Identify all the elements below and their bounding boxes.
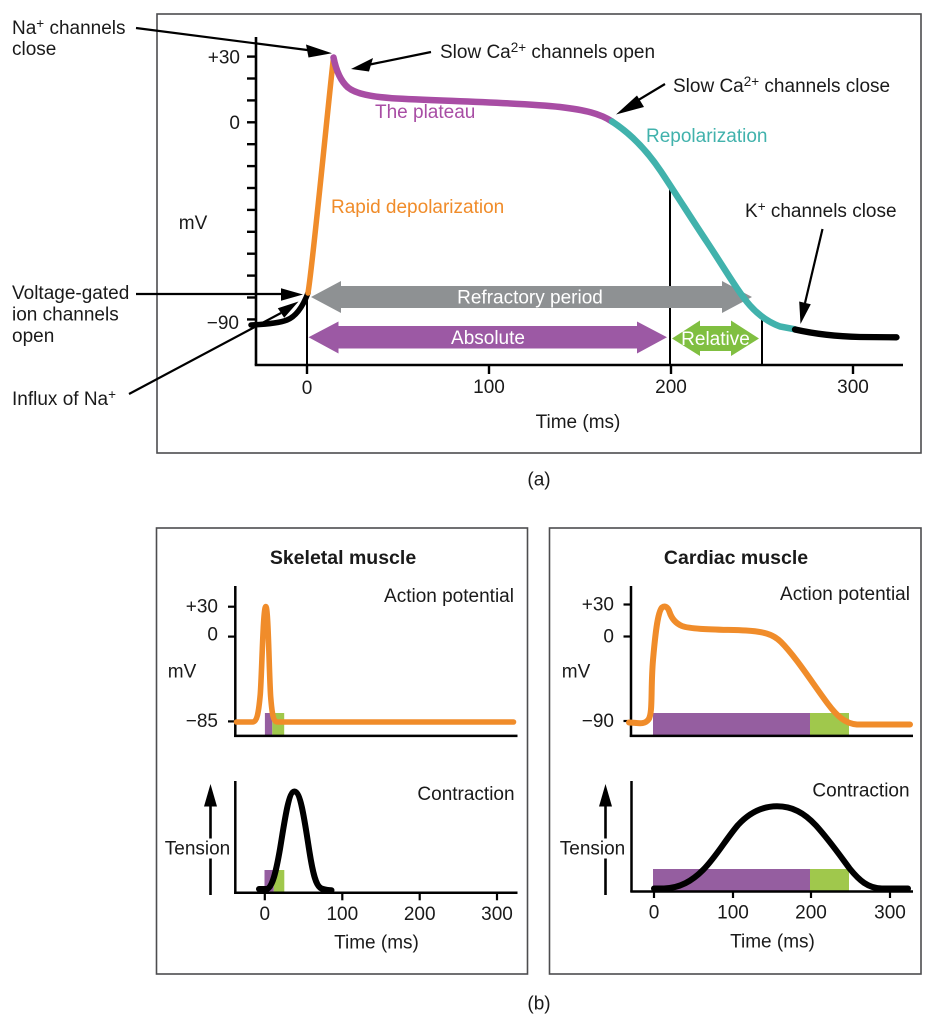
svg-text:0: 0	[260, 904, 271, 925]
svg-text:200: 200	[404, 904, 436, 925]
svg-text:Time (ms): Time (ms)	[536, 412, 621, 433]
svg-text:Slow Ca2+ channels open: Slow Ca2+ channels open	[440, 40, 655, 63]
svg-text:open: open	[12, 326, 54, 347]
svg-text:Contraction: Contraction	[417, 784, 514, 805]
svg-text:Influx of Na+: Influx of Na+	[12, 387, 116, 410]
svg-text:Contraction: Contraction	[812, 781, 909, 802]
svg-text:Slow Ca2+ channels close: Slow Ca2+ channels close	[673, 74, 890, 97]
svg-text:−85: −85	[186, 711, 218, 732]
svg-text:K+ channels close: K+ channels close	[745, 199, 897, 222]
svg-text:100: 100	[473, 377, 505, 398]
svg-text:−90: −90	[582, 711, 614, 732]
svg-text:Tension: Tension	[165, 839, 231, 860]
svg-text:Time (ms): Time (ms)	[334, 933, 419, 954]
svg-text:Repolarization: Repolarization	[646, 126, 767, 147]
svg-text:Cardiac muscle: Cardiac muscle	[664, 547, 808, 569]
svg-text:0: 0	[649, 903, 660, 924]
svg-text:Action potential: Action potential	[780, 584, 910, 605]
svg-text:0: 0	[207, 625, 218, 646]
svg-text:100: 100	[326, 904, 358, 925]
svg-text:300: 300	[837, 377, 869, 398]
svg-text:ion channels: ion channels	[12, 305, 119, 326]
svg-text:Relative: Relative	[681, 329, 750, 350]
svg-text:mV: mV	[179, 213, 208, 234]
svg-text:Action potential: Action potential	[384, 586, 514, 607]
svg-text:Tension: Tension	[560, 839, 626, 860]
svg-text:300: 300	[481, 904, 513, 925]
svg-text:Voltage-gated: Voltage-gated	[12, 283, 129, 304]
svg-text:Absolute: Absolute	[451, 328, 525, 349]
svg-text:100: 100	[717, 903, 749, 924]
svg-text:Skeletal muscle: Skeletal muscle	[270, 547, 416, 569]
svg-text:300: 300	[874, 903, 906, 924]
svg-text:+30: +30	[186, 597, 218, 618]
svg-text:200: 200	[655, 377, 687, 398]
svg-text:mV: mV	[562, 662, 591, 683]
svg-text:0: 0	[302, 378, 313, 399]
svg-text:Time (ms): Time (ms)	[730, 932, 815, 953]
svg-text:−90: −90	[207, 313, 239, 334]
svg-text:close: close	[12, 39, 56, 60]
svg-text:Na+ channels: Na+ channels	[12, 16, 126, 39]
svg-text:(a): (a)	[527, 470, 550, 491]
svg-text:0: 0	[229, 113, 240, 134]
svg-text:+30: +30	[208, 48, 240, 69]
svg-text:Refractory period: Refractory period	[457, 288, 603, 309]
svg-text:(b): (b)	[527, 994, 550, 1015]
svg-text:The plateau: The plateau	[375, 102, 475, 123]
svg-text:200: 200	[795, 903, 827, 924]
svg-text:0: 0	[603, 627, 614, 648]
svg-text:+30: +30	[582, 595, 614, 616]
svg-text:mV: mV	[168, 662, 197, 683]
svg-text:Rapid depolarization: Rapid depolarization	[331, 197, 504, 218]
